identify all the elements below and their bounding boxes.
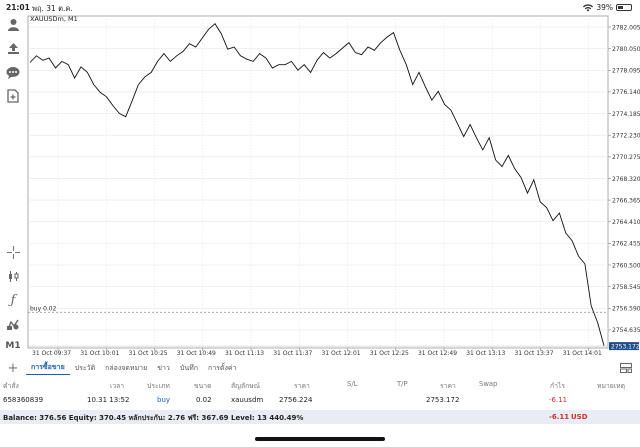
battery-fill — [618, 6, 623, 9]
status-bar: 21:01 พฤ. 31 ต.ค. 39% — [0, 0, 640, 14]
tab-mailbox[interactable]: กล่องจดหมาย — [105, 363, 148, 372]
timeframe-button[interactable]: M1 — [5, 341, 21, 351]
order-symbol: xauusdm — [231, 396, 264, 404]
order-line-label: buy 0.02 — [30, 305, 57, 312]
battery-icon — [616, 4, 632, 11]
x-tick-label: 31 Oct 13:13 — [466, 350, 505, 356]
y-tick-label: 2776.140 — [612, 89, 640, 96]
y-tick-label: 2768.320 — [612, 176, 640, 183]
add-icon[interactable]: + — [7, 360, 19, 376]
col-profit: กำไร — [550, 382, 566, 390]
person-icon[interactable] — [4, 16, 22, 32]
y-tick-label: 2778.095 — [612, 68, 640, 75]
col-tp: T/P — [397, 380, 408, 388]
plot-area — [27, 15, 609, 349]
x-tick-label: 31 Oct 14:01 — [563, 350, 602, 356]
chart-title: XAUUSDm, M1 — [30, 15, 78, 23]
order-size: 0.02 — [196, 396, 212, 404]
y-tick-label: 2766.365 — [612, 197, 640, 204]
y-tick-label: 2760.500 — [612, 262, 640, 269]
col-size: ขนาด — [194, 382, 212, 390]
current-price-label: 2753.172 — [611, 343, 640, 350]
table-header: คำสั่ง เวลา ประเภท ขนาด สัญลักษณ์ ราคา S… — [0, 378, 640, 392]
new-order-icon[interactable] — [4, 88, 22, 104]
tab-news[interactable]: ข่าว — [157, 363, 170, 372]
x-tick-label: 31 Oct 09:37 — [32, 350, 71, 356]
order-time: 10.31 13:52 — [87, 396, 130, 404]
col-open-price: ราคา — [294, 382, 310, 390]
clock: 21:01 — [6, 3, 30, 12]
x-tick-label: 31 Oct 11:37 — [273, 350, 312, 356]
chart-canvas[interactable]: 2782.005 2780.050 2778.095 2776.140 2774.185… — [26, 14, 640, 356]
tab-trade[interactable]: การซื้อขาย — [26, 362, 70, 375]
x-tick-label: 31 Oct 13:37 — [514, 350, 553, 356]
y-tick-label: 2758.545 — [612, 284, 640, 291]
table-row[interactable]: 658360839 10.31 13:52 buy 0.02 xauusdm 2… — [0, 394, 640, 408]
order-id: 658360839 — [3, 396, 44, 404]
col-swap: Swap — [479, 380, 498, 388]
order-type: buy — [157, 396, 171, 404]
order-current-price: 2753.172 — [426, 396, 460, 404]
wifi-icon — [583, 3, 594, 11]
x-tick-label: 31 Oct 11:13 — [225, 350, 264, 356]
y-tick-label: 2774.185 — [612, 111, 640, 118]
layout-icon[interactable] — [620, 363, 632, 373]
col-price: ราคา — [440, 382, 456, 390]
home-indicator — [255, 437, 385, 441]
y-tick-label: 2782.005 — [612, 24, 640, 31]
x-tick-label: 31 Oct 12:01 — [321, 350, 360, 356]
y-tick-label: 2772.230 — [612, 132, 640, 139]
objects-icon[interactable] — [4, 316, 22, 332]
col-time: เวลา — [110, 382, 125, 390]
terminal-tabs: + การซื้อขาย ประวัติ กล่องจดหมาย ข่าว บั… — [0, 360, 640, 376]
candles-icon[interactable] — [4, 268, 22, 284]
col-type: ประเภท — [147, 382, 170, 390]
col-symbol: สัญลักษณ์ — [231, 382, 261, 390]
y-tick-label: 2762.455 — [612, 241, 640, 248]
y-tick-label: 2754.635 — [612, 327, 640, 334]
x-tick-label: 31 Oct 10:01 — [80, 350, 119, 356]
y-tick-label: 2780.050 — [612, 46, 640, 53]
indicator-f-icon[interactable]: ƒ — [10, 292, 16, 308]
chat-icon[interactable] — [4, 64, 22, 80]
x-tick-label: 31 Oct 10:49 — [177, 350, 216, 356]
x-tick-label: 31 Oct 10:25 — [128, 350, 167, 356]
tab-settings[interactable]: การตั้งค่า — [207, 363, 237, 372]
crosshair-icon[interactable] — [4, 244, 22, 260]
order-open-price: 2756.224 — [279, 396, 313, 404]
y-tick-label: 2770.275 — [612, 154, 640, 161]
status-right: 39% — [583, 3, 632, 12]
price-line — [29, 23, 605, 346]
balance-summary: Balance: 376.56 Equity: 370.45 หลักประกั… — [3, 414, 304, 422]
tab-journal[interactable]: บันทึก — [179, 363, 198, 372]
price-chart[interactable]: 2782.005 2780.050 2778.095 2776.140 2774.185… — [26, 14, 640, 356]
y-tick-label: 2756.590 — [612, 306, 640, 313]
x-tick-label: 31 Oct 12:25 — [370, 350, 409, 356]
currency: USD — [571, 413, 588, 421]
col-sl: S/L — [347, 380, 358, 388]
col-order: คำสั่ง — [3, 382, 19, 390]
current-price-box — [609, 342, 639, 351]
battery-percent: 39% — [596, 3, 613, 12]
left-toolbar: ƒ M1 — [0, 14, 26, 354]
x-tick-label: 31 Oct 12:49 — [418, 350, 457, 356]
total-profit: -6.11 — [549, 413, 570, 421]
tab-history[interactable]: ประวัติ — [74, 363, 96, 372]
col-comment: หมายเหตุ — [597, 382, 625, 390]
trade-icon[interactable] — [4, 40, 22, 56]
y-tick-label: 2764.410 — [612, 219, 640, 226]
balance-bar: Balance: 376.56 Equity: 370.45 หลักประกั… — [0, 410, 640, 424]
date: พฤ. 31 ต.ค. — [32, 4, 73, 13]
order-profit: -6.11 — [549, 396, 568, 404]
